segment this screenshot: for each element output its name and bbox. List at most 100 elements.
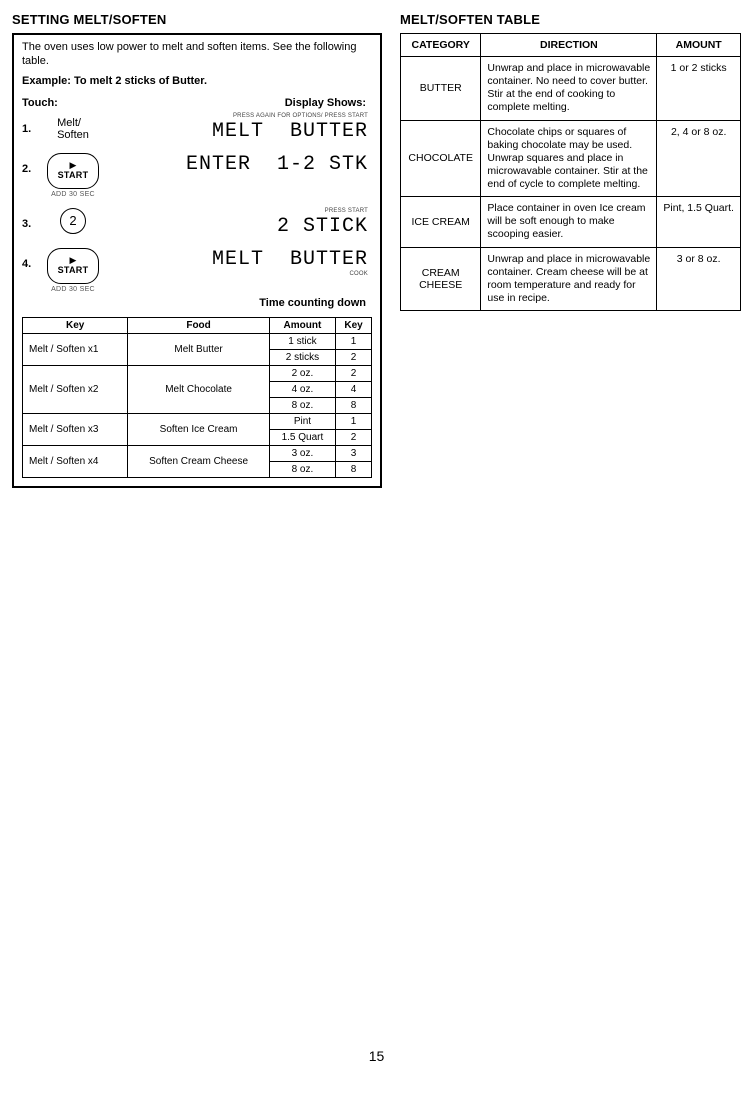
keytable-amount: 8 oz. xyxy=(269,397,335,413)
step-display: PRESS START2 STICK xyxy=(106,208,372,238)
keytable-amount: 2 sticks xyxy=(269,349,335,365)
step-icon: Melt/Soften xyxy=(40,113,106,142)
left-column: SETTING MELT/SOFTEN The oven uses low po… xyxy=(12,12,382,488)
keytable-amount: 4 oz. xyxy=(269,381,335,397)
start-label: START xyxy=(58,265,89,275)
keytable-key: Melt / Soften x4 xyxy=(23,445,128,477)
keytable-keynum: 2 xyxy=(336,429,372,445)
step-icon: ▶START ADD 30 SEC xyxy=(40,248,106,293)
step: 4. ▶START ADD 30 SEC MELT BUTTERCOOK xyxy=(22,248,372,293)
step-number: 4. xyxy=(22,248,40,270)
display-text: ENTER 1-2 STK xyxy=(186,153,368,176)
step-number: 3. xyxy=(22,208,40,230)
start-button-icon: ▶START xyxy=(47,248,99,284)
start-label: START xyxy=(58,170,89,180)
step-icon: 2 xyxy=(40,208,106,234)
msTable-header: AMOUNT xyxy=(657,34,741,57)
display-pretext: PRESS START xyxy=(106,208,368,214)
number-key-icon: 2 xyxy=(60,208,86,234)
keytable-header: Key xyxy=(336,317,372,333)
msTable-direction: Chocolate chips or squares of baking cho… xyxy=(481,120,657,197)
right-column: MELT/SOFTEN TABLE CATEGORYDIRECTIONAMOUN… xyxy=(400,12,741,311)
keytable-amount: 8 oz. xyxy=(269,461,335,477)
msTable-amount: 1 or 2 sticks xyxy=(657,57,741,121)
keytable-amount: 3 oz. xyxy=(269,445,335,461)
keytable-header: Key xyxy=(23,317,128,333)
keytable-key: Melt / Soften x1 xyxy=(23,333,128,365)
melt-soften-table: CATEGORYDIRECTIONAMOUNTBUTTERUnwrap and … xyxy=(400,33,741,311)
keytable-keynum: 1 xyxy=(336,333,372,349)
step-display: MELT BUTTERCOOK xyxy=(106,248,372,278)
table-row: CHOCOLATEChocolate chips or squares of b… xyxy=(401,120,741,197)
msTable-header: CATEGORY xyxy=(401,34,481,57)
keytable-food: Soften Ice Cream xyxy=(128,413,269,445)
example-text: Example: To melt 2 sticks of Butter. xyxy=(22,75,372,87)
touch-label: Touch: xyxy=(22,97,58,109)
msTable-direction: Place container in oven Ice cream will b… xyxy=(481,197,657,247)
step-display: ENTER 1-2 STK xyxy=(106,153,372,176)
step: 2. ▶START ADD 30 SEC ENTER 1-2 STK xyxy=(22,153,372,198)
keytable-keynum: 8 xyxy=(336,397,372,413)
msTable-direction: Unwrap and place in microwavable contain… xyxy=(481,247,657,311)
display-text: 2 STICK xyxy=(277,215,368,238)
start-button-icon: ▶START xyxy=(47,153,99,189)
display-text: MELT BUTTER xyxy=(212,120,368,143)
step-number: 1. xyxy=(22,113,40,135)
display-label: Display Shows: xyxy=(285,97,366,109)
msTable-category: CHOCOLATE xyxy=(401,120,481,197)
display-posttext: COOK xyxy=(106,271,368,277)
keytable-amount: 1 stick xyxy=(269,333,335,349)
key-table: KeyFoodAmountKeyMelt / Soften x1Melt But… xyxy=(22,317,372,478)
right-heading: MELT/SOFTEN TABLE xyxy=(400,12,741,27)
keytable-keynum: 3 xyxy=(336,445,372,461)
display-text: MELT BUTTER xyxy=(212,248,368,271)
keytable-key: Melt / Soften x2 xyxy=(23,365,128,413)
play-icon: ▶ xyxy=(70,256,77,265)
keytable-keynum: 2 xyxy=(336,349,372,365)
step: 3. 2 PRESS START2 STICK xyxy=(22,208,372,238)
keytable-food: Soften Cream Cheese xyxy=(128,445,269,477)
melt-soften-label: Melt/Soften xyxy=(57,113,89,142)
keytable-keynum: 2 xyxy=(336,365,372,381)
left-heading: SETTING MELT/SOFTEN xyxy=(12,12,382,27)
keytable-header: Food xyxy=(128,317,269,333)
msTable-category: ICE CREAM xyxy=(401,197,481,247)
add-30-sec-label: ADD 30 SEC xyxy=(51,191,95,198)
table-row: ICE CREAMPlace container in oven Ice cre… xyxy=(401,197,741,247)
page-number: 15 xyxy=(12,1048,741,1064)
msTable-category: CREAM CHEESE xyxy=(401,247,481,311)
table-row: Melt / Soften x4Soften Cream Cheese3 oz.… xyxy=(23,445,372,461)
intro-text: The oven uses low power to melt and soft… xyxy=(22,41,372,69)
msTable-direction: Unwrap and place in microwavable contain… xyxy=(481,57,657,121)
keytable-keynum: 1 xyxy=(336,413,372,429)
step: 1. Melt/Soften PRESS AGAIN FOR OPTIONS/ PR… xyxy=(22,113,372,143)
keytable-keynum: 8 xyxy=(336,461,372,477)
step-icon: ▶START ADD 30 SEC xyxy=(40,153,106,198)
msTable-amount: 3 or 8 oz. xyxy=(657,247,741,311)
keytable-header: Amount xyxy=(269,317,335,333)
keytable-food: Melt Butter xyxy=(128,333,269,365)
table-row: CREAM CHEESEUnwrap and place in microwav… xyxy=(401,247,741,311)
step-display: PRESS AGAIN FOR OPTIONS/ PRESS STARTMELT… xyxy=(106,113,372,143)
countdown-label: Time counting down xyxy=(22,297,372,309)
play-icon: ▶ xyxy=(70,161,77,170)
msTable-amount: 2, 4 or 8 oz. xyxy=(657,120,741,197)
steps-list: 1. Melt/Soften PRESS AGAIN FOR OPTIONS/ PR… xyxy=(22,113,372,293)
table-row: Melt / Soften x1Melt Butter1 stick1 xyxy=(23,333,372,349)
table-row: Melt / Soften x3Soften Ice CreamPint1 xyxy=(23,413,372,429)
msTable-category: BUTTER xyxy=(401,57,481,121)
keytable-amount: 1.5 Quart xyxy=(269,429,335,445)
step-number: 2. xyxy=(22,153,40,175)
keytable-food: Melt Chocolate xyxy=(128,365,269,413)
left-box: The oven uses low power to melt and soft… xyxy=(12,33,382,488)
keytable-keynum: 4 xyxy=(336,381,372,397)
msTable-header: DIRECTION xyxy=(481,34,657,57)
add-30-sec-label: ADD 30 SEC xyxy=(51,286,95,293)
keytable-key: Melt / Soften x3 xyxy=(23,413,128,445)
msTable-amount: Pint, 1.5 Quart. xyxy=(657,197,741,247)
keytable-amount: 2 oz. xyxy=(269,365,335,381)
keytable-amount: Pint xyxy=(269,413,335,429)
table-row: BUTTERUnwrap and place in microwavable c… xyxy=(401,57,741,121)
table-row: Melt / Soften x2Melt Chocolate2 oz.2 xyxy=(23,365,372,381)
display-pretext: PRESS AGAIN FOR OPTIONS/ PRESS START xyxy=(106,113,368,119)
